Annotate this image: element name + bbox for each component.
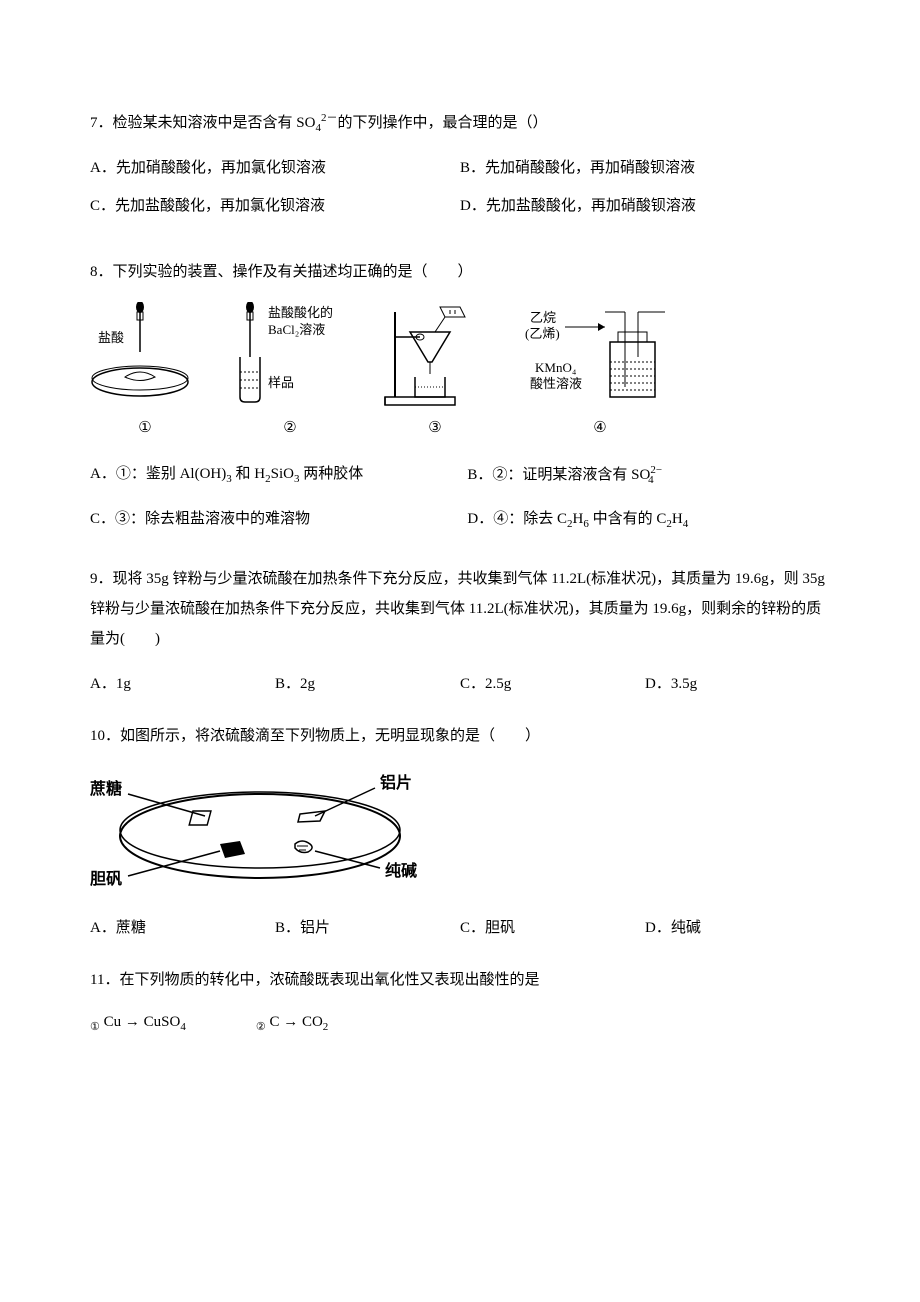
q8-d1-label: 盐酸 — [98, 330, 124, 345]
q8-opt-a-post: 两种胶体 — [303, 466, 363, 482]
q8-d4-liquid-hatch — [610, 362, 655, 390]
q8-diagram-1: 盐酸 ① — [90, 302, 200, 440]
q8-opt-b-pre: B．②：证明某溶液含有 — [467, 467, 627, 483]
q8-d2-label-mid: BaCl₂溶液 — [268, 322, 325, 337]
q8-opt-a-pre: A．①：鉴别 — [90, 466, 176, 482]
q8-d2-label-bottom: 样品 — [268, 375, 294, 390]
q10-label-soda: 纯碱 — [385, 861, 417, 880]
q8-options-row2: C．③：除去粗盐溶液中的难溶物 D．④：除去 C2H6 中含有的 C2H4 — [90, 507, 830, 534]
q8-text: 8．下列实验的装置、操作及有关描述均正确的是（ ） — [90, 260, 830, 284]
q8-d4-label-top: 乙烷 — [530, 310, 556, 325]
q11-r2-eq: C → CO2 — [269, 1014, 328, 1030]
q11-reactions: ① Cu → CuSO4 ② C → CO2 — [90, 1010, 830, 1037]
q7-opt-a: A．先加硝酸酸化，再加氯化钡溶液 — [90, 156, 460, 180]
q8-d2-label-top: 盐酸酸化的 — [268, 305, 333, 320]
q11-r1-num: ① — [90, 1021, 100, 1033]
q9-text: 9．现将 35g 锌粉与少量浓硫酸在加热条件下充分反应，共收集到气体 11.2L… — [90, 564, 830, 654]
q8-opt-a-formula2: H2SiO3 — [254, 466, 299, 482]
q7-text: 7．检验某未知溶液中是否含有 SO42－的下列操作中，最合理的是（） — [90, 110, 830, 138]
q8-d4-label-b1: KMnO₄ — [535, 360, 577, 375]
q11-reaction-1: ① Cu → CuSO4 — [90, 1010, 186, 1037]
q8-opt-a-and: 和 — [236, 466, 251, 482]
q11-text: 11．在下列物质的转化中，浓硫酸既表现出氧化性又表现出酸性的是 — [90, 968, 830, 992]
q8-d4-num: ④ — [520, 416, 680, 440]
q9-opt-b: B．2g — [275, 672, 460, 696]
q8-opt-b: B．②：证明某溶液含有 SO2−4 — [467, 462, 830, 490]
q10-text: 10．如图所示，将浓硫酸滴至下列物质上，无明显现象的是（ ） — [90, 724, 830, 748]
q9-opt-d: D．3.5g — [645, 672, 830, 696]
q10-opt-a: A．蔗糖 — [90, 916, 275, 940]
q8-d4-label-b2: 酸性溶液 — [530, 376, 582, 391]
q8-opt-d: D．④：除去 C2H6 中含有的 C2H4 — [467, 507, 830, 534]
q11-reaction-2: ② C → CO2 — [256, 1010, 328, 1037]
q7-options: A．先加硝酸酸化，再加氯化钡溶液 B．先加硝酸酸化，再加硝酸钡溶液 C．先加盐酸… — [90, 156, 830, 232]
q10-label-cuso4: 胆矾 — [90, 870, 122, 888]
question-8: 8．下列实验的装置、操作及有关描述均正确的是（ ） 盐酸 ① 盐酸酸化的 — [90, 260, 830, 534]
q8-d3-num: ③ — [380, 416, 490, 440]
q8-d4-label-sub: (乙烯) — [525, 326, 560, 341]
q10-opt-c: C．胆矾 — [460, 916, 645, 940]
q8-options-row1: A．①：鉴别 Al(OH)3 和 H2SiO3 两种胶体 B．②：证明某溶液含有… — [90, 462, 830, 490]
q11-r2-num: ② — [256, 1021, 266, 1033]
q7-opt-c: C．先加盐酸酸化，再加氯化钡溶液 — [90, 194, 460, 218]
q8-opt-b-formula: SO2−4 — [631, 467, 653, 483]
q10-opt-b: B．铝片 — [275, 916, 460, 940]
q8-diagram-3: ③ — [380, 302, 490, 440]
q7-opt-d: D．先加盐酸酸化，再加硝酸钡溶液 — [460, 194, 830, 218]
q10-label-al: 铝片 — [380, 773, 412, 792]
q8-diagrams: 盐酸 ① 盐酸酸化的 BaCl₂溶液 样品 ② — [90, 302, 830, 440]
q8-diagram-2: 盐酸酸化的 BaCl₂溶液 样品 ② — [230, 302, 350, 440]
q10-label-sucrose: 蔗糖 — [90, 779, 122, 798]
q9-options: A．1g B．2g C．2.5g D．3.5g — [90, 672, 830, 696]
q8-opt-d-mid: 中含有的 — [593, 511, 653, 527]
q10-diagram: 蔗糖 铝片 胆矾 纯碱 — [90, 766, 830, 896]
q7-opt-b: B．先加硝酸酸化，再加硝酸钡溶液 — [460, 156, 830, 180]
question-10: 10．如图所示，将浓硫酸滴至下列物质上，无明显现象的是（ ） 蔗糖 铝片 胆矾 … — [90, 724, 830, 940]
q8-opt-d-pre: D．④：除去 — [467, 511, 553, 527]
q9-opt-a: A．1g — [90, 672, 275, 696]
q8-opt-d-formula1: C2H6 — [557, 511, 589, 527]
q10-options: A．蔗糖 B．铝片 C．胆矾 D．纯碱 — [90, 916, 830, 940]
q8-opt-a-formula1: Al(OH)3 — [180, 466, 232, 482]
q8-diagram-4: 乙烷 (乙烯) KMnO₄ — [520, 302, 680, 440]
question-11: 11．在下列物质的转化中，浓硫酸既表现出氧化性又表现出酸性的是 ① Cu → C… — [90, 968, 830, 1037]
q8-d1-num: ① — [90, 416, 200, 440]
q8-d2-num: ② — [230, 416, 350, 440]
q8-opt-c: C．③：除去粗盐溶液中的难溶物 — [90, 507, 467, 534]
question-9: 9．现将 35g 锌粉与少量浓硫酸在加热条件下充分反应，共收集到气体 11.2L… — [90, 564, 830, 696]
q9-opt-c: C．2.5g — [460, 672, 645, 696]
q8-opt-a: A．①：鉴别 Al(OH)3 和 H2SiO3 两种胶体 — [90, 462, 467, 490]
q8-opt-d-formula2: C2H4 — [656, 511, 688, 527]
q11-r1-eq: Cu → CuSO4 — [104, 1014, 186, 1030]
question-7: 7．检验某未知溶液中是否含有 SO42－的下列操作中，最合理的是（） A．先加硝… — [90, 110, 830, 232]
q10-opt-d: D．纯碱 — [645, 916, 830, 940]
